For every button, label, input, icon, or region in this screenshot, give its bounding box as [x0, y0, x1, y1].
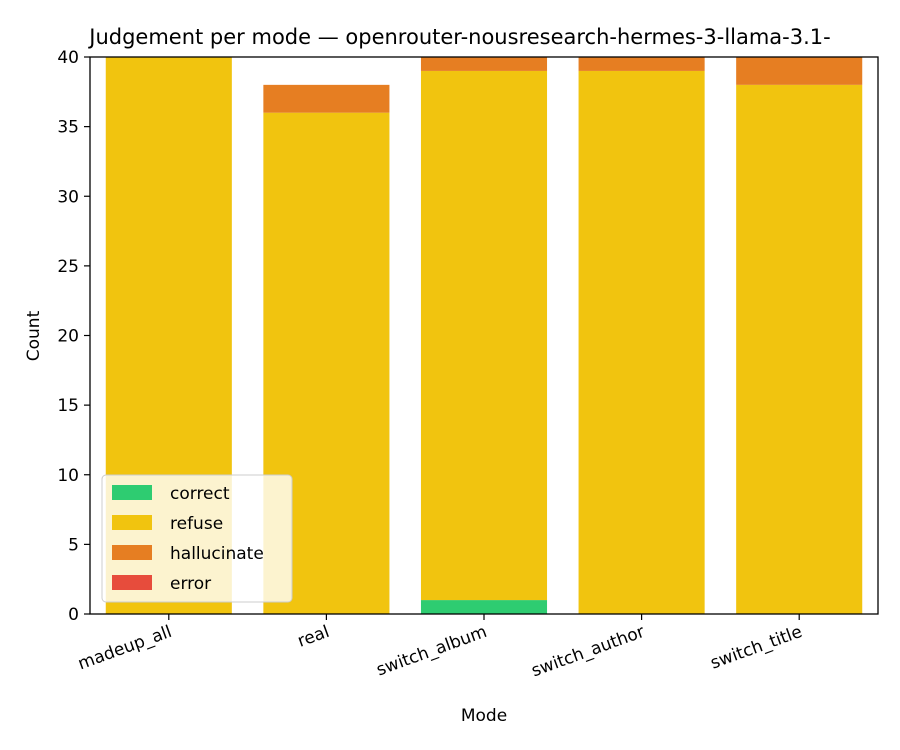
y-tick-label: 0 — [68, 605, 79, 625]
bar-refuse-switch_title — [736, 84, 863, 615]
legend-box — [101, 474, 293, 603]
bar-hallucinate-switch_author — [578, 57, 705, 71]
legend-label-hallucinate: hallucinate — [170, 544, 264, 564]
y-axis: 0 5 10 15 20 25 30 35 40 — [57, 48, 90, 625]
bar-refuse-switch_author — [578, 70, 705, 615]
y-tick-label: 10 — [57, 466, 79, 486]
x-tick-label: real — [295, 622, 332, 652]
bar-correct-switch_album — [420, 600, 548, 614]
bar-refuse-switch_album — [420, 70, 548, 601]
bar-hallucinate-switch_title — [736, 57, 863, 85]
y-tick-label: 15 — [57, 396, 79, 416]
legend-label-error: error — [170, 574, 211, 594]
x-axis-label: Mode — [461, 706, 507, 726]
legend-swatch-correct — [112, 485, 152, 500]
legend-swatch-hallucinate — [112, 545, 152, 560]
x-tick-label: switch_album — [374, 622, 490, 680]
y-tick-label: 20 — [57, 327, 79, 347]
y-tick-label: 25 — [57, 257, 79, 277]
chart-title: Judgement per mode — openrouter-nousrese… — [87, 25, 830, 49]
legend-label-refuse: refuse — [170, 514, 223, 534]
y-tick-label: 35 — [57, 118, 79, 138]
y-tick-label: 40 — [57, 48, 79, 68]
x-axis: madeup_all real switch_album switch_author s… — [75, 614, 805, 681]
legend-swatch-refuse — [112, 515, 152, 530]
x-tick-label: switch_title — [708, 622, 805, 674]
bar-hallucinate-switch_album — [420, 57, 548, 71]
x-tick-label: madeup_all — [75, 622, 174, 674]
legend-swatch-error — [112, 575, 152, 590]
bar-hallucinate-real — [263, 84, 390, 113]
x-tick-label: switch_author — [529, 622, 647, 681]
y-tick-label: 5 — [68, 535, 79, 555]
legend-label-correct: correct — [170, 484, 230, 504]
y-tick-label: 30 — [57, 187, 79, 207]
legend: correct refuse hallucinate error — [101, 474, 293, 603]
y-axis-label: Count — [24, 310, 44, 361]
bars-layer — [105, 57, 863, 615]
